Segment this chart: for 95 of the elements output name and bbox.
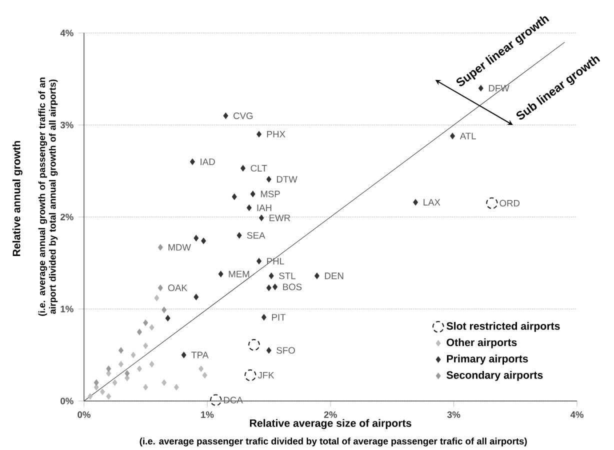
point: [165, 315, 170, 322]
legend-label: Other airports: [446, 338, 517, 348]
point: [256, 258, 262, 264]
legend-label: Primary airports: [446, 354, 528, 365]
point: [244, 369, 256, 382]
point: [118, 361, 124, 368]
point: [174, 384, 179, 390]
point: [112, 379, 118, 386]
x-tick-label: 4%: [570, 411, 584, 418]
x-tick-label: 1%: [201, 411, 214, 418]
point: [137, 366, 142, 372]
point: [181, 352, 186, 358]
point: [94, 379, 99, 386]
point: [143, 384, 148, 390]
text: (i.e. average annual growth of passenger traffic of an airport divided by total annual growth of all airports): [38, 78, 58, 316]
point: [266, 284, 272, 292]
y-tick-label: 0%: [60, 398, 74, 404]
point: [261, 314, 266, 320]
annotation: BOS: [283, 284, 302, 290]
point: [256, 131, 262, 138]
point: [100, 388, 105, 395]
point: [223, 112, 228, 119]
point: [88, 393, 93, 400]
point: [118, 347, 124, 354]
y-tick-label: 1%: [60, 306, 74, 312]
annotation: TPA: [191, 352, 209, 358]
point: [106, 366, 112, 372]
point: [201, 238, 206, 244]
point: [210, 394, 222, 406]
point: [162, 379, 167, 386]
y-tick-label: 4%: [60, 30, 74, 36]
x-tick-label: 2%: [324, 411, 337, 418]
point: [250, 190, 256, 198]
annotation: JFK: [258, 372, 274, 378]
y-tick-label: 2%: [60, 214, 74, 220]
annotation: CVG: [234, 112, 253, 120]
point: [106, 370, 112, 377]
annotation: PHX: [267, 131, 286, 138]
legend-label: Slot restricted airports: [446, 322, 560, 332]
point: [149, 324, 154, 331]
point: [413, 199, 418, 206]
annotation: IAD: [200, 158, 215, 165]
point: [240, 165, 246, 172]
annotation: ATL: [460, 132, 476, 140]
point: [130, 352, 136, 358]
point: [266, 176, 272, 182]
legend-label: Secondary airports: [446, 371, 543, 381]
point: [486, 197, 498, 210]
annotation: EWR: [270, 214, 290, 222]
x-tick-label: 0%: [78, 411, 90, 418]
point: [198, 366, 204, 372]
point: [194, 294, 199, 300]
point: [218, 270, 224, 278]
point: [232, 194, 237, 200]
annotation: SFO: [276, 347, 295, 354]
annotation: OAK: [168, 284, 188, 292]
annotation: MEM: [228, 270, 250, 278]
point: [268, 272, 274, 280]
point: [236, 232, 242, 239]
annotation: PIT: [272, 314, 286, 320]
point: [162, 306, 167, 314]
annotation: STL: [279, 272, 296, 280]
point: [248, 339, 260, 351]
point: [158, 244, 163, 251]
point: [314, 272, 320, 280]
annotation: LAX: [424, 199, 440, 206]
point: [124, 370, 130, 377]
point: [266, 347, 272, 354]
point: [143, 320, 148, 326]
point: [190, 158, 195, 165]
point: [154, 294, 160, 302]
annotation: DEN: [325, 272, 344, 280]
y-axis-title: Relative annual growth: [12, 141, 22, 256]
point: [202, 372, 208, 378]
y-tick-label: 3%: [60, 122, 74, 128]
point: [158, 284, 163, 292]
point: [106, 393, 112, 400]
annotation: SEA: [247, 232, 266, 239]
point: [272, 284, 278, 290]
annotation: MDW: [168, 244, 191, 251]
x-tick-label: 3%: [447, 411, 460, 418]
annotation: DTW: [276, 176, 298, 182]
point: [143, 342, 148, 349]
x-axis-title: Relative average size of airports: [250, 419, 412, 430]
annotation: IAH: [257, 204, 272, 211]
annotation: ORD: [500, 200, 520, 206]
text: (i.e. average passenger trafic divided by total of average passenger trafic of all airports): [140, 438, 527, 446]
point: [450, 132, 455, 140]
point: [149, 361, 154, 368]
annotation: CLT: [250, 164, 267, 172]
annotation: MSP: [260, 190, 280, 198]
point: [246, 204, 252, 211]
point: [259, 214, 264, 222]
point: [194, 234, 199, 242]
point: [137, 328, 142, 336]
